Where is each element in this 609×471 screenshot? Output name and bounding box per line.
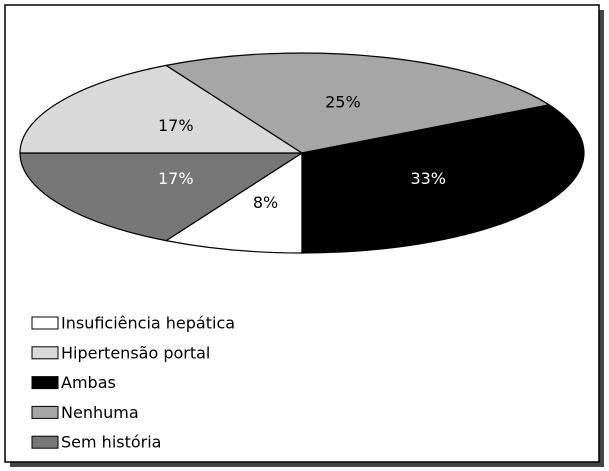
legend-label: Insuficiência hepática xyxy=(61,314,235,333)
legend-swatch xyxy=(31,405,59,419)
legend-swatch xyxy=(31,435,59,449)
legend-swatch xyxy=(31,346,59,360)
pie-slice xyxy=(19,64,305,154)
pie: 8% 17% 17% 25% 33% xyxy=(19,52,585,254)
pie-slice xyxy=(19,152,305,242)
legend: Insuficiência hepática Hipertensão portal… xyxy=(31,314,235,452)
pie-slice xyxy=(164,151,303,254)
data-label: 17% xyxy=(158,116,194,135)
legend-swatch xyxy=(31,376,59,390)
legend-label: Ambas xyxy=(61,373,116,392)
data-label: 17% xyxy=(158,169,194,188)
data-label: 33% xyxy=(410,169,446,188)
legend-label: Nenhuma xyxy=(61,403,139,422)
legend-swatch xyxy=(31,316,59,330)
legend-label: Hipertensão portal xyxy=(61,343,210,362)
data-label: 8% xyxy=(253,193,278,212)
data-label: 25% xyxy=(325,93,361,112)
pie-slice xyxy=(301,104,585,254)
legend-label: Sem história xyxy=(61,433,161,452)
pie-slice xyxy=(164,52,551,154)
